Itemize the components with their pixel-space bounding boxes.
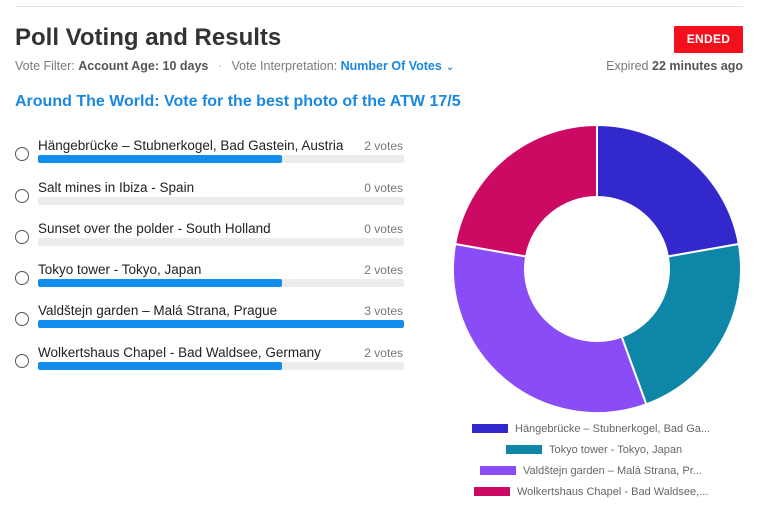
option-progress-track [38,279,404,287]
legend-label: Wolkertshaus Chapel - Bad Waldsee,... [517,485,709,498]
option-vote-count: 2 votes [364,263,403,277]
legend-swatch [474,487,510,497]
option-radio[interactable] [15,189,29,203]
option-progress-track [38,197,404,205]
donut-slice[interactable] [596,123,740,258]
expired-prefix: Expired [606,59,649,73]
donut-slice[interactable] [620,242,742,406]
top-divider [15,6,743,7]
option-vote-count: 3 votes [364,304,403,318]
option-radio[interactable] [15,230,29,244]
legend-swatch [472,424,508,434]
option-progress-track [38,155,404,163]
option-progress-fill [38,362,282,370]
option-progress-track [38,320,404,328]
vote-interpretation-select[interactable]: Number Of Votes ⌄ [341,59,455,73]
option-vote-count: 2 votes [364,346,403,360]
legend-label: Tokyo tower - Tokyo, Japan [549,443,683,456]
poll-option[interactable]: Tokyo tower - Tokyo, Japan 2 votes [15,262,405,292]
donut-slice[interactable] [454,123,598,258]
option-vote-count: 0 votes [364,222,403,236]
option-label: Salt mines in Ibiza - Spain [38,180,195,195]
status-badge: ENDED [674,26,743,53]
option-radio[interactable] [15,147,29,161]
legend-swatch [480,466,516,476]
chart-legend: Hängebrücke – Stubnerkogel, Bad Ga... Tok… [462,420,742,504]
poll-option[interactable]: Salt mines in Ibiza - Spain 0 votes [15,180,405,210]
legend-label: Hängebrücke – Stubnerkogel, Bad Ga... [515,422,711,435]
vote-filter-label: Vote Filter: [15,59,75,73]
option-radio[interactable] [15,354,29,368]
option-label: Valdštejn garden – Malá Strana, Prague [38,303,278,318]
option-progress-fill [38,320,404,328]
option-progress-fill [38,279,282,287]
option-progress-track [38,238,404,246]
option-radio[interactable] [15,271,29,285]
legend-swatch [506,445,542,455]
poll-option[interactable]: Wolkertshaus Chapel - Bad Waldsee, Germa… [15,345,405,375]
expired-info: Expired 22 minutes ago [606,59,743,73]
option-label: Sunset over the polder - South Holland [38,221,271,236]
option-label: Hängebrücke – Stubnerkogel, Bad Gastein,… [38,138,344,153]
poll-meta: Vote Filter: Account Age: 10 days · Vote… [15,59,454,73]
poll-option[interactable]: Sunset over the polder - South Holland 0 … [15,221,405,251]
vote-interpretation-value: Number Of Votes [340,59,442,73]
legend-item[interactable]: Tokyo tower - Tokyo, Japan [462,441,742,462]
legend-item[interactable]: Hängebrücke – Stubnerkogel, Bad Ga... [462,420,742,441]
meta-separator: · [217,59,223,73]
vote-interpretation-label: Vote Interpretation: [231,59,338,73]
expired-value: 22 minutes ago [652,59,743,73]
poll-title-link[interactable]: Around The World: Vote for the best phot… [15,93,461,110]
option-label: Wolkertshaus Chapel - Bad Waldsee, Germa… [38,345,321,360]
vote-filter-value: Account Age: 10 days [78,59,209,73]
option-progress-fill [38,155,282,163]
results-donut-chart [452,123,742,414]
option-progress-track [38,362,404,370]
legend-item[interactable]: Wolkertshaus Chapel - Bad Waldsee,... [462,483,742,504]
option-label: Tokyo tower - Tokyo, Japan [38,262,202,277]
poll-option[interactable]: Hängebrücke – Stubnerkogel, Bad Gastein,… [15,138,405,168]
option-vote-count: 2 votes [364,139,403,153]
legend-item[interactable]: Valdštejn garden – Malá Strana, Pr... [462,462,742,483]
page-title: Poll Voting and Results [15,24,282,51]
option-radio[interactable] [15,312,29,326]
poll-option[interactable]: Valdštejn garden – Malá Strana, Prague 3 … [15,303,405,333]
donut-slice[interactable] [452,242,648,414]
legend-label: Valdštejn garden – Malá Strana, Pr... [523,464,702,477]
chevron-down-icon: ⌄ [445,62,455,73]
option-vote-count: 0 votes [364,181,403,195]
